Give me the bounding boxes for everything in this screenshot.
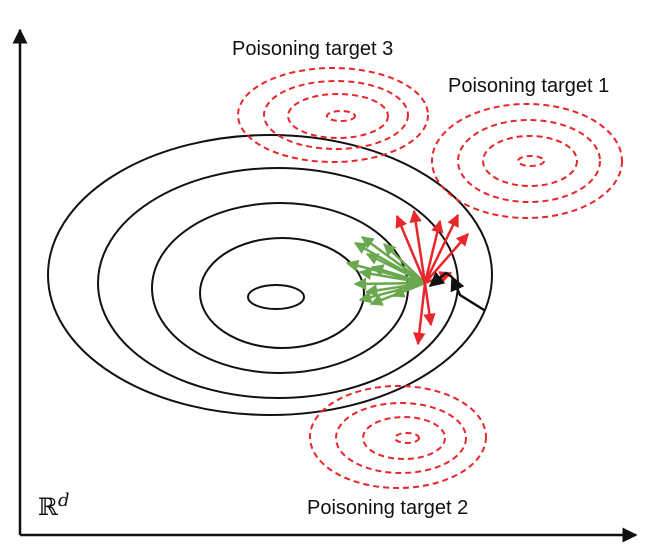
target1-ring-2 [457,119,601,203]
optimization-trajectory [428,271,485,312]
target1-ring-4 [517,155,545,167]
label-poisoning-target-3: Poisoning target 3 [232,38,394,60]
trajectory-step-1 [450,275,485,312]
trajectory-step-2 [428,271,453,287]
target2-ring-4 [394,432,420,444]
loss-contours [47,134,493,416]
target3-ring-3 [287,93,389,139]
target1-ring-3 [482,135,578,187]
green-arrow-6 [370,264,426,285]
target2-ring-3 [362,416,446,460]
space-exponent: d [57,490,70,511]
red-arrow-7 [423,282,436,327]
red-arrow-1 [395,214,427,284]
target1-ring-1 [431,103,623,219]
green-arrow-7 [353,277,426,291]
contour-1 [47,134,493,416]
red-arrow-3 [423,219,444,284]
benign-gradient-arrows [345,235,426,306]
target3-ring-2 [263,80,409,150]
space-symbol: ℝ [38,493,58,521]
axes [12,28,638,543]
green-arrow-11 [383,243,426,284]
green-arrow-4 [365,252,426,285]
poison-target-1-contours [431,103,623,219]
green-arrow-12 [391,281,426,298]
target3-ring-1 [237,67,429,163]
red-arrow-2 [409,209,427,284]
poison-target-3-contours [237,67,429,163]
poison-target-2-contours [309,385,487,489]
target3-ring-4 [326,110,356,122]
label-poisoning-target-2: Poisoning target 2 [307,497,469,519]
green-arrow-1 [360,235,426,285]
contour-5 [247,284,305,310]
red-arrow-4 [423,213,460,284]
contour-4 [199,237,365,349]
target2-ring-1 [309,385,487,489]
target2-ring-2 [335,402,467,474]
poisoned-gradient-arrows [395,209,469,346]
space-label: ℝd [38,490,69,521]
red-arrow-6 [413,282,427,346]
label-poisoning-target-1: Poisoning target 1 [448,75,610,97]
